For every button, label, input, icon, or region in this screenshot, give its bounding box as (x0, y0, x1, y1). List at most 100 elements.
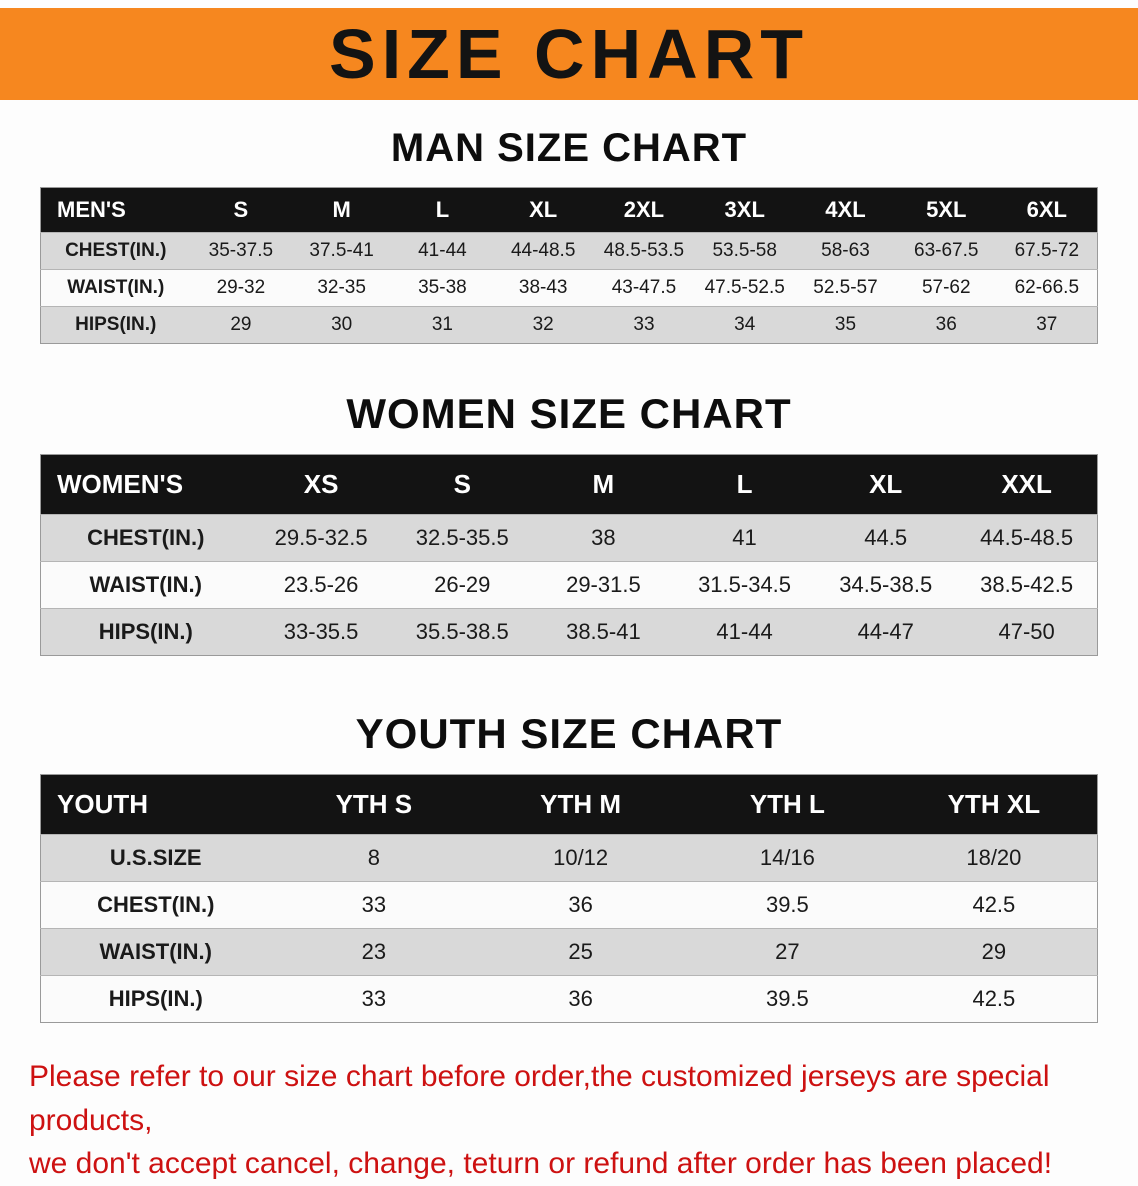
size-header-cell: XL (529, 197, 558, 222)
row-label-cell: U.S.SIZE (40, 834, 271, 882)
size-value-cell: 29-31.5 (532, 561, 674, 609)
row-label-cell: CHEST(IN.) (40, 232, 191, 270)
page-title: SIZE CHART (329, 15, 809, 93)
size-value-cell: 57-62 (895, 269, 997, 307)
size-value-cell: 23 (270, 928, 478, 976)
size-value-cell: 14/16 (684, 834, 891, 882)
men-size-section: MAN SIZE CHART MEN'S S M L XL 2XL 3XL 4XL 5XL 6XL… (0, 126, 1138, 344)
row-label-cell: HIPS(IN.) (40, 975, 271, 1023)
size-value-cell: 62-66.5 (996, 269, 1098, 307)
size-value-cell: 42.5 (890, 881, 1098, 929)
measurement-row: HIPS(IN.) 33 36 39.5 42.5 (40, 975, 1098, 1023)
row-label-cell: CHEST(IN.) (40, 514, 251, 562)
size-value-cell: 37 (996, 306, 1098, 344)
size-value-cell: 34.5-38.5 (815, 561, 957, 609)
row-label-cell: HIPS(IN.) (40, 608, 251, 656)
size-value-cell: 32-35 (291, 269, 393, 307)
size-header-cell: S (233, 197, 249, 222)
table-title-cell: MEN'S (57, 197, 126, 222)
size-value-cell: 25 (477, 928, 684, 976)
size-header-cell: 6XL (1026, 197, 1067, 222)
size-chart-page: SIZE CHART MAN SIZE CHART MEN'S S M L XL 2XL 3… (0, 8, 1138, 1186)
size-value-cell: 18/20 (890, 834, 1098, 882)
size-value-cell: 34 (694, 306, 796, 344)
size-value-cell: 39.5 (684, 881, 891, 929)
size-value-cell: 10/12 (477, 834, 684, 882)
size-value-cell: 35-37.5 (190, 232, 292, 270)
size-header-cell: 2XL (623, 197, 665, 222)
women-size-heading: WOMEN SIZE CHART (346, 390, 792, 437)
size-value-cell: 44-48.5 (492, 232, 594, 270)
size-value-cell: 35.5-38.5 (391, 608, 533, 656)
size-value-cell: 41-44 (673, 608, 816, 656)
measurement-row: CHEST(IN.) 35-37.5 37.5-41 41-44 44-48.5 48.5… (40, 232, 1098, 270)
size-header-cell: YTH S (335, 789, 413, 819)
size-value-cell: 30 (291, 306, 393, 344)
size-header-cell: YTH XL (947, 789, 1041, 819)
size-value-cell: 44.5-48.5 (956, 514, 1098, 562)
measurement-row: CHEST(IN.) 29.5-32.5 32.5-35.5 38 41 44.5 44.5… (40, 514, 1098, 562)
measurement-row: CHEST(IN.) 33 36 39.5 42.5 (40, 881, 1098, 929)
size-value-cell: 35 (795, 306, 896, 344)
size-value-cell: 33 (270, 975, 478, 1023)
men-size-heading: MAN SIZE CHART (390, 126, 748, 170)
footnote-line-1: Please refer to our size chart before or… (29, 1060, 1050, 1137)
table-header-row: YOUTH YTH S YTH M YTH L YTH XL (40, 774, 1098, 835)
size-header-cell: L (736, 469, 753, 499)
size-value-cell: 38 (532, 514, 674, 562)
size-value-cell: 29-32 (190, 269, 292, 307)
size-value-cell: 27 (684, 928, 891, 976)
size-value-cell: 29.5-32.5 (250, 514, 392, 562)
size-value-cell: 23.5-26 (250, 561, 392, 609)
table-title-cell: WOMEN'S (57, 469, 184, 499)
size-value-cell: 36 (895, 306, 997, 344)
size-header-cell: M (592, 469, 615, 499)
size-header-cell: M (332, 197, 351, 222)
size-value-cell: 33 (270, 881, 478, 929)
size-value-cell: 29 (190, 306, 292, 344)
size-header-cell: 3XL (724, 197, 765, 222)
size-header-cell: XS (303, 469, 339, 499)
size-header-cell: 5XL (926, 197, 967, 222)
size-value-cell: 67.5-72 (996, 232, 1098, 270)
size-value-cell: 8 (270, 834, 478, 882)
measurement-row: WAIST(IN.) 23 25 27 29 (40, 928, 1098, 976)
size-value-cell: 44-47 (815, 608, 957, 656)
size-value-cell: 36 (477, 881, 684, 929)
size-value-cell: 32.5-35.5 (391, 514, 533, 562)
size-value-cell: 43-47.5 (593, 269, 695, 307)
size-value-cell: 38-43 (492, 269, 594, 307)
row-label-cell: WAIST(IN.) (40, 928, 271, 976)
size-value-cell: 33 (593, 306, 695, 344)
size-header-cell: YTH L (749, 789, 825, 819)
size-value-cell: 47.5-52.5 (694, 269, 796, 307)
measurement-row: HIPS(IN.) 33-35.5 35.5-38.5 38.5-41 41-44 44-… (40, 608, 1098, 656)
size-value-cell: 35-38 (392, 269, 493, 307)
size-value-cell: 37.5-41 (291, 232, 393, 270)
women-size-section: WOMEN SIZE CHART WOMEN'S XS S M L XL XXL CHEST(… (0, 390, 1138, 656)
row-label-cell: CHEST(IN.) (40, 881, 271, 929)
row-label-cell: WAIST(IN.) (40, 269, 191, 307)
size-header-cell: 4XL (825, 197, 866, 222)
size-value-cell: 32 (492, 306, 594, 344)
banner: SIZE CHART (0, 8, 1138, 100)
size-value-cell: 33-35.5 (250, 608, 392, 656)
table-header-row: WOMEN'S XS S M L XL XXL (40, 454, 1098, 515)
size-value-cell: 36 (477, 975, 684, 1023)
size-value-cell: 52.5-57 (795, 269, 896, 307)
table-title-cell: YOUTH (57, 789, 148, 819)
size-value-cell: 31 (392, 306, 493, 344)
size-value-cell: 29 (890, 928, 1098, 976)
footnote-line-2: we don't accept cancel, change, teturn o… (29, 1147, 1053, 1180)
size-value-cell: 39.5 (684, 975, 891, 1023)
size-header-cell: L (435, 197, 450, 222)
size-value-cell: 26-29 (391, 561, 533, 609)
measurement-row: U.S.SIZE 8 10/12 14/16 18/20 (40, 834, 1098, 882)
men-size-table: MEN'S S M L XL 2XL 3XL 4XL 5XL 6XL CHEST(IN.) 35-37… (40, 187, 1098, 344)
size-value-cell: 53.5-58 (694, 232, 796, 270)
size-value-cell: 47-50 (956, 608, 1098, 656)
size-value-cell: 38.5-42.5 (956, 561, 1098, 609)
youth-size-table: YOUTH YTH S YTH M YTH L YTH XL U.S.SIZE 8 10/12… (40, 774, 1098, 1023)
table-header-row: MEN'S S M L XL 2XL 3XL 4XL 5XL 6XL (40, 187, 1098, 233)
youth-size-heading: YOUTH SIZE CHART (355, 710, 783, 757)
